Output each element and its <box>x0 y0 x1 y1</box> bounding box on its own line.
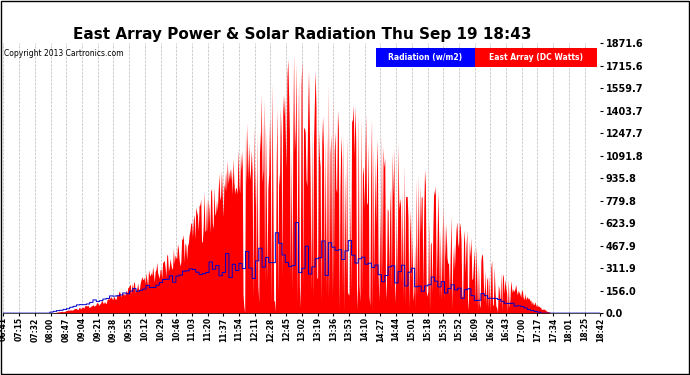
Title: East Array Power & Solar Radiation Thu Sep 19 18:43: East Array Power & Solar Radiation Thu S… <box>72 27 531 42</box>
Text: East Array (DC Watts): East Array (DC Watts) <box>489 53 583 62</box>
Text: Copyright 2013 Cartronics.com: Copyright 2013 Cartronics.com <box>4 48 124 57</box>
Text: Radiation (w/m2): Radiation (w/m2) <box>388 53 462 62</box>
